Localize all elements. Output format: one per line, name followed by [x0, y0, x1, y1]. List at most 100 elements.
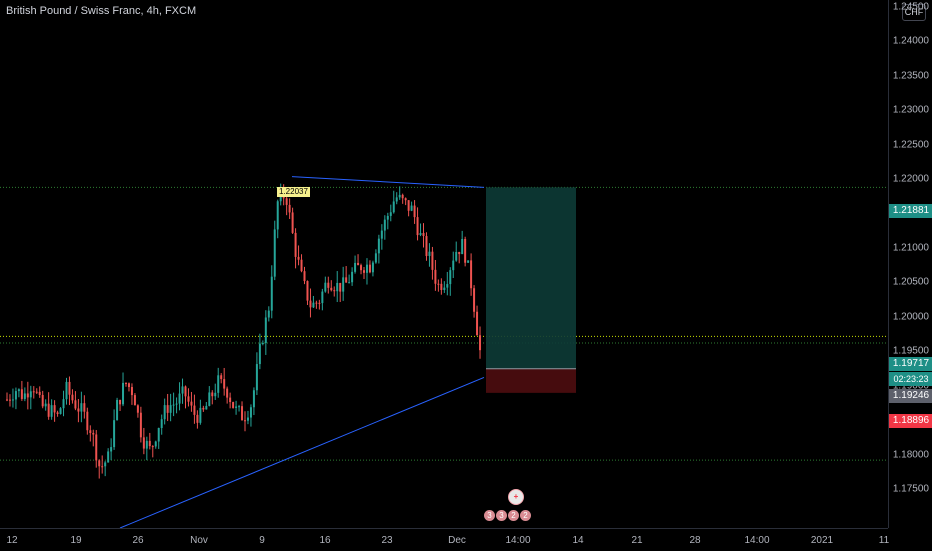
candle-body [47, 403, 50, 417]
time-tick: 23 [381, 535, 393, 546]
candle-body [261, 343, 264, 345]
candle-body [467, 260, 470, 263]
candle-body [276, 201, 279, 230]
candle-body [252, 390, 255, 408]
candle-body [297, 256, 300, 260]
candle-body [32, 391, 35, 393]
candle-body [229, 397, 232, 403]
event-marker-small[interactable]: 3 [484, 510, 495, 521]
candle-body [14, 391, 17, 400]
candle-body [440, 283, 443, 291]
candle-body [270, 276, 273, 311]
candle-body [255, 364, 258, 391]
candle-body [8, 399, 11, 401]
current-price-label: 1.19717 [889, 357, 932, 371]
candle-body [217, 375, 220, 393]
candle-body [342, 277, 345, 292]
candle-body [169, 405, 172, 413]
candle-body [285, 198, 288, 205]
time-tick: Dec [448, 535, 466, 546]
candle-body [208, 392, 211, 406]
price-tick: 1.17500 [892, 483, 929, 495]
candle-body [211, 392, 214, 397]
event-marker-small[interactable]: 2 [508, 510, 519, 521]
candle-body [437, 283, 440, 285]
price-tick: 1.23000 [892, 104, 929, 116]
candle-body [428, 251, 431, 256]
candle-body [205, 405, 208, 410]
candle-body [365, 264, 368, 273]
candle-body [181, 386, 184, 394]
candle-body [226, 388, 229, 398]
candle-body [422, 233, 425, 237]
currency-button[interactable]: CHF [902, 4, 926, 21]
candle-body [133, 395, 136, 406]
candle-body [238, 406, 241, 408]
candle-body [86, 411, 89, 431]
price-tick: 1.21000 [892, 242, 929, 254]
candle-body [35, 391, 38, 393]
candle-body [44, 403, 47, 407]
candle-body [175, 403, 178, 405]
candle-body [291, 212, 294, 233]
candle-body [110, 447, 113, 452]
candlestick-chart[interactable] [0, 0, 888, 528]
candle-body [101, 466, 104, 468]
candle-body [116, 399, 119, 421]
candle-body [368, 264, 371, 273]
candle-body [68, 381, 71, 395]
time-tick: Nov [190, 535, 208, 546]
candle-body [246, 417, 249, 421]
price-tick: 1.24000 [892, 35, 929, 47]
event-marker-small[interactable]: 2 [520, 510, 531, 521]
candle-body [476, 311, 479, 336]
candle-body [6, 399, 8, 401]
candle-body [80, 403, 83, 412]
time-tick: 26 [132, 535, 144, 546]
candle-body [374, 253, 377, 263]
candle-body [214, 392, 217, 397]
price-tick: 1.18000 [892, 449, 929, 461]
candle-body [113, 420, 116, 448]
price-axis[interactable]: CHF 1.24500 1.24000 1.23500 1.23000 1.22500 1… [888, 0, 932, 528]
candle-body [446, 284, 449, 288]
chart-area[interactable]: British Pound / Swiss Franc, 4h, FXCM 1.… [0, 0, 888, 528]
candle-body [303, 271, 306, 282]
price-tick: 1.23500 [892, 70, 929, 82]
event-marker-icon[interactable]: + [508, 489, 524, 505]
candle-body [354, 262, 357, 272]
event-marker-small[interactable]: 3 [496, 510, 507, 521]
candle-body [89, 430, 92, 433]
candle-body [479, 335, 482, 351]
candle-body [11, 399, 14, 401]
time-axis[interactable]: 12 19 26 Nov 9 16 23 Dec 14:00 14 21 28 14:00 2021 11 [0, 528, 889, 551]
candle-body [413, 205, 416, 218]
candle-body [235, 406, 238, 408]
candle-body [339, 282, 342, 292]
candle-body [122, 382, 125, 405]
candle-body [452, 260, 455, 271]
candle-body [59, 408, 62, 414]
candle-body [249, 407, 252, 418]
price-tick: 1.22000 [892, 173, 929, 185]
candle-body [107, 451, 110, 463]
candle-body [83, 403, 86, 412]
lower-trendline [119, 376, 485, 528]
time-tick: 9 [259, 535, 265, 546]
price-tick: 1.20000 [892, 311, 929, 323]
candle-body [419, 233, 422, 236]
candle-body [306, 281, 309, 301]
price-tick: 1.19500 [892, 345, 929, 357]
candle-body [377, 238, 380, 254]
candle-body [53, 405, 56, 413]
candle-body [163, 405, 166, 420]
candle-body [458, 251, 461, 255]
candle-body [431, 251, 434, 270]
candle-body [312, 302, 315, 308]
candle-body [333, 290, 336, 292]
candle-body [410, 205, 413, 211]
candle-body [392, 201, 395, 213]
time-tick: 19 [70, 535, 82, 546]
candle-body [309, 300, 312, 308]
candle-body [104, 462, 107, 467]
